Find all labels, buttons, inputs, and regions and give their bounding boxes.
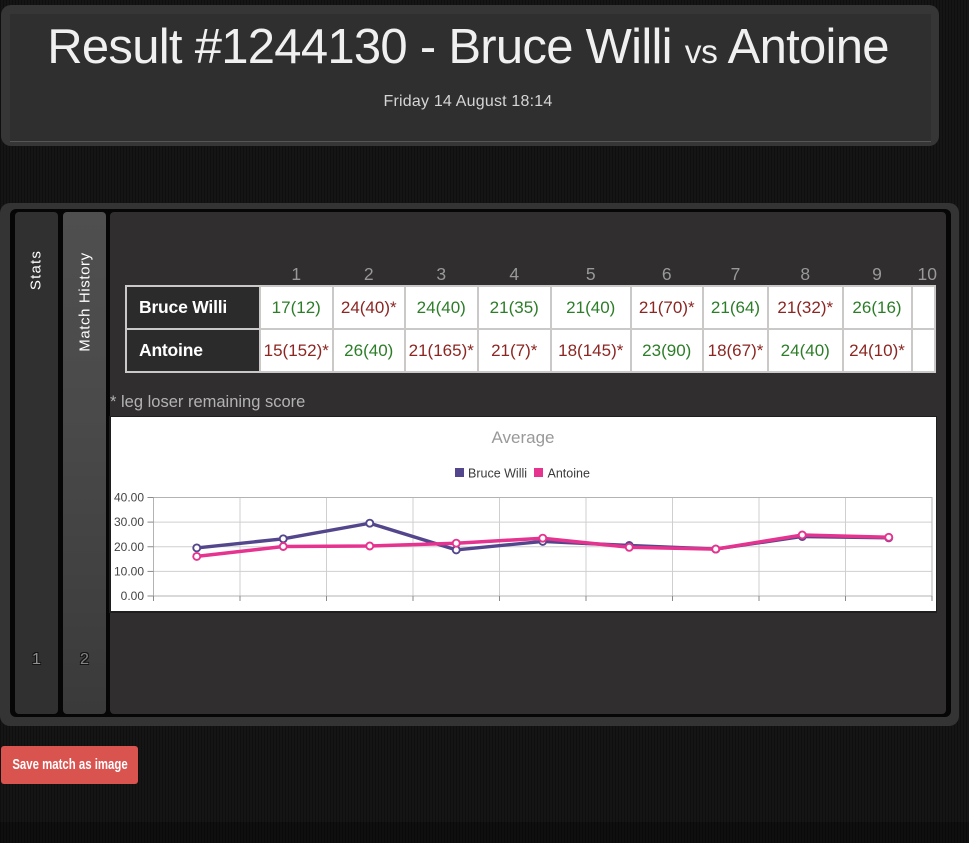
svg-text:0.00: 0.00 [121, 589, 145, 603]
svg-text:Average: Average [491, 428, 554, 447]
svg-text:Bruce Willi: Bruce Willi [468, 467, 527, 481]
svg-text:Antoine: Antoine [548, 467, 590, 481]
svg-text:30.00: 30.00 [114, 515, 144, 529]
svg-text:20.00: 20.00 [114, 540, 144, 554]
svg-text:10.00: 10.00 [114, 564, 144, 578]
svg-text:40.00: 40.00 [114, 491, 144, 505]
